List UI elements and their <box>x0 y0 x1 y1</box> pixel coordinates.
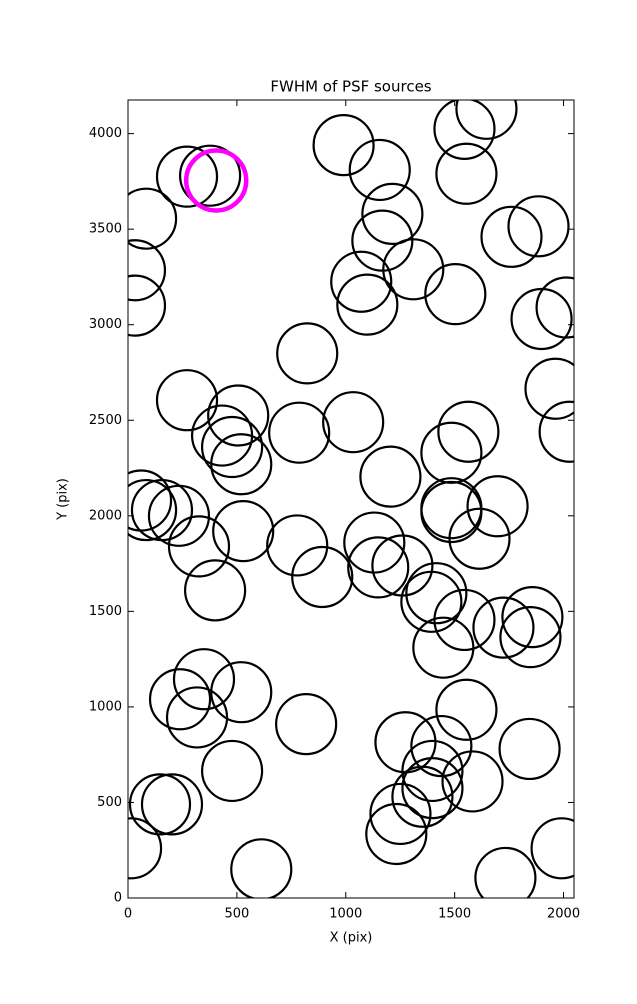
source-circle <box>268 401 331 464</box>
source-circle <box>128 187 178 250</box>
source-circle <box>441 750 504 813</box>
source-circle <box>400 570 463 633</box>
source-circle <box>348 138 411 202</box>
source-circle <box>330 250 393 313</box>
source-circle <box>184 559 247 622</box>
source-circle <box>140 773 204 836</box>
y-tick-label: 2500 <box>89 413 122 428</box>
source-circle <box>291 545 354 609</box>
source-circle <box>535 276 574 339</box>
source-circle <box>530 817 574 880</box>
source-circle <box>190 404 254 467</box>
x-tick-label: 0 <box>124 907 132 922</box>
source-circle <box>148 668 212 731</box>
source-circle <box>499 606 562 669</box>
source-circle <box>472 596 535 659</box>
source-circle <box>347 536 410 599</box>
source-circle <box>183 148 249 213</box>
source-circle <box>155 369 219 432</box>
source-circle <box>200 739 264 803</box>
source-circle <box>424 263 487 326</box>
y-tick-label: 3500 <box>89 222 122 237</box>
source-circle <box>435 678 498 741</box>
source-circle <box>147 484 211 547</box>
source-circle <box>507 195 570 258</box>
source-circle <box>312 113 375 177</box>
source-circle <box>336 273 399 336</box>
x-axis-label: X (pix) <box>330 931 373 946</box>
y-tick-label: 1000 <box>89 699 122 714</box>
source-circle <box>437 400 500 463</box>
source-circle <box>498 717 561 781</box>
source-circle <box>420 421 483 484</box>
source-circle <box>524 357 574 420</box>
y-axis-label: Y (pix) <box>56 478 71 521</box>
source-circle <box>165 686 229 749</box>
source-circle <box>210 433 273 496</box>
x-tick-label: 500 <box>224 907 249 922</box>
source-circle <box>128 478 178 542</box>
source-circle <box>210 661 273 724</box>
source-circle <box>433 100 496 160</box>
source-circle <box>128 817 163 880</box>
source-circle <box>359 445 422 508</box>
source-circle <box>448 507 511 570</box>
source-circle <box>167 515 231 578</box>
source-circle <box>466 475 529 538</box>
plot-area <box>128 100 574 898</box>
source-circle <box>275 693 338 756</box>
y-tick-label: 4000 <box>89 126 122 141</box>
source-circle <box>155 145 219 208</box>
source-circle <box>382 238 445 301</box>
source-circle <box>212 500 275 563</box>
source-circle <box>207 384 270 447</box>
source-circle <box>230 838 293 898</box>
source-circle <box>538 400 574 463</box>
source-circle <box>401 739 464 803</box>
source-circle <box>410 714 473 778</box>
source-circle <box>510 287 573 351</box>
y-tick-label: 3000 <box>89 317 122 332</box>
source-circle <box>405 562 468 625</box>
plot-frame <box>127 99 575 899</box>
source-circle <box>128 274 167 337</box>
x-tick-label: 1000 <box>329 907 362 922</box>
source-circle <box>172 648 236 711</box>
source-circle <box>391 765 454 828</box>
source-circle <box>480 205 543 268</box>
source-circle <box>322 391 385 454</box>
y-tick-label: 500 <box>97 795 122 810</box>
source-circle <box>179 144 242 207</box>
source-circle <box>433 588 496 652</box>
source-circle <box>276 322 339 385</box>
source-circle <box>412 616 475 679</box>
source-circle <box>130 478 194 542</box>
source-circle <box>361 182 424 245</box>
y-tick-label: 0 <box>114 891 122 906</box>
chart-title: FWHM of PSF sources <box>270 78 431 96</box>
source-circle <box>365 802 428 866</box>
x-tick-label: 1500 <box>438 907 471 922</box>
y-tick-label: 2000 <box>89 508 122 523</box>
source-circle <box>435 142 498 205</box>
source-circle <box>455 100 518 140</box>
source-circle <box>401 757 464 820</box>
source-circle <box>128 239 167 302</box>
source-circle <box>200 415 264 479</box>
source-circle <box>501 585 564 649</box>
source-circle <box>474 846 537 898</box>
source-circle <box>420 480 483 544</box>
source-circle <box>128 773 192 836</box>
source-circle <box>266 514 329 577</box>
x-tick-label: 2000 <box>547 907 580 922</box>
y-tick-label: 1500 <box>89 604 122 619</box>
source-circle <box>369 782 432 846</box>
